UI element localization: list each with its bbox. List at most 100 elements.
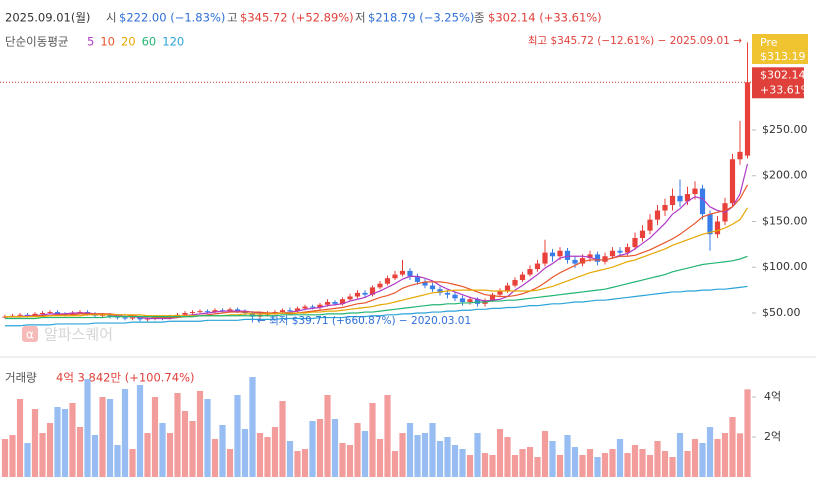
candle-body (107, 314, 113, 317)
candle-body (587, 254, 593, 259)
candle-body (737, 151, 743, 160)
y-tick-label: 2억 (764, 430, 781, 443)
volume-bar (1, 439, 9, 477)
volume-bar (511, 455, 519, 477)
moving-average-line (5, 207, 749, 318)
volume-bar (234, 395, 241, 477)
candle-body (459, 298, 466, 302)
volume-bar (271, 427, 279, 477)
volume-bar (564, 435, 571, 477)
volume-bar (586, 449, 594, 477)
candle-body (744, 82, 751, 156)
volume-bar (609, 449, 616, 477)
candle-body (677, 195, 683, 202)
candle-body (294, 308, 301, 312)
volume-bar (384, 395, 391, 477)
high-annotation: 최고 $345.72 (−12.61%) − 2025.09.01 → (528, 35, 742, 47)
low-label: 저 (355, 11, 366, 25)
volume-bar (114, 445, 121, 477)
candle-body (47, 312, 53, 314)
candle-body (684, 194, 691, 202)
watermark: α 알파스퀘어 (22, 326, 113, 344)
low-value: $218.79 (−3.25%) (368, 11, 474, 25)
volume-bar (481, 453, 489, 477)
candle-body (669, 195, 676, 206)
volume-bar (661, 451, 669, 477)
candle-body (362, 292, 368, 295)
candle-body (182, 312, 188, 315)
candle-body (624, 247, 631, 253)
volume-bar (61, 409, 69, 477)
candle-body (212, 310, 218, 313)
high-value: $345.72 (+52.89%) (240, 11, 354, 25)
volume-bar (241, 429, 249, 477)
open-label: 시 (106, 11, 117, 25)
volume-bar (91, 435, 99, 477)
volume-bar (226, 449, 234, 477)
candle-body (249, 312, 256, 317)
volume-bar (601, 453, 609, 477)
candle-body (437, 289, 443, 293)
last-price-change: +33.61% (760, 83, 811, 96)
candle-body (414, 276, 421, 282)
volume-bar (159, 423, 166, 477)
volume-bar (541, 431, 549, 477)
candle-body (639, 230, 646, 238)
candle-body (452, 294, 458, 299)
candle-body (572, 259, 578, 264)
candle-body (302, 306, 308, 309)
volume-bar (309, 421, 316, 477)
close-value: $302.14 (+33.61%) (488, 11, 602, 25)
y-tick-label: $50.00 (762, 306, 801, 319)
volume-bar (451, 445, 459, 477)
volume-bar (354, 423, 361, 477)
watermark-logo-text: α (26, 328, 34, 342)
candle-body (354, 292, 361, 297)
volume-bar (549, 441, 556, 477)
volume-bar (444, 437, 451, 477)
volume-bar (166, 433, 174, 477)
candle-body (384, 278, 391, 284)
volume-bar (99, 397, 106, 477)
volume-bar (54, 407, 61, 477)
volume-bar (181, 411, 189, 477)
volume-bar (714, 439, 721, 477)
candle-body (549, 252, 556, 257)
volume-bar (729, 417, 736, 477)
volume-bar (721, 433, 729, 477)
candle-body (594, 254, 601, 262)
volume-bar (736, 433, 744, 477)
candle-body (279, 310, 286, 313)
candle-body (317, 304, 323, 308)
low-annotation: ← 최저 $39.71 (+660.87%) − 2020.03.01 (257, 315, 471, 327)
volume-bar (286, 441, 294, 477)
volume-bar (571, 447, 579, 477)
moving-average-line (5, 255, 748, 320)
volume-bar (31, 409, 39, 477)
legend-entry: 20 (121, 35, 136, 49)
volume-bar (436, 441, 444, 477)
candle-body (122, 317, 128, 319)
candle-body (602, 256, 608, 262)
volume-bar (624, 453, 631, 477)
volume-bar (256, 433, 264, 477)
volume-bar (121, 389, 129, 477)
volume-bar (519, 449, 526, 477)
candle-body (647, 219, 653, 231)
volume-bar (429, 423, 436, 477)
candle-body (227, 309, 233, 312)
volume-bar (219, 425, 226, 477)
pre-tag (752, 34, 808, 64)
volume-bar (699, 443, 706, 477)
ma-label: 단순이동평균 (5, 35, 68, 49)
legend-entry: 120 (162, 35, 184, 49)
candle-body (519, 274, 526, 281)
volume-bar (76, 427, 84, 477)
candle-body (369, 287, 376, 295)
y-tick-label: $200.00 (762, 169, 808, 182)
candle-body (54, 312, 61, 314)
volume-bar (324, 395, 331, 477)
volume-bar (249, 377, 256, 477)
